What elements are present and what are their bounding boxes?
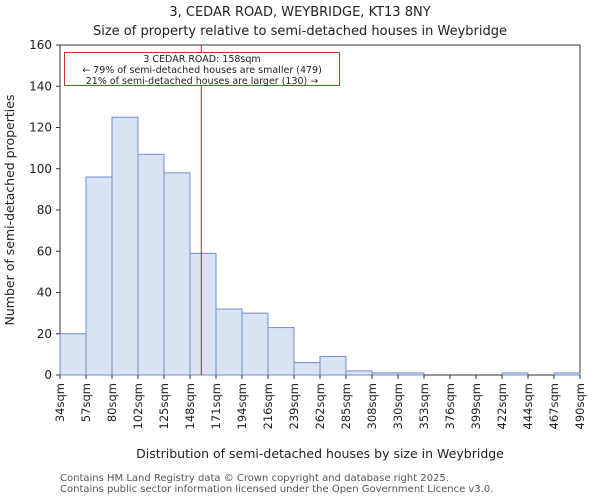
histogram-bar bbox=[293, 362, 321, 376]
y-tick-label: 40 bbox=[37, 286, 52, 300]
y-tick-label: 140 bbox=[29, 79, 52, 93]
x-tick-label: 148sqm bbox=[183, 383, 197, 429]
y-tick-label: 160 bbox=[29, 38, 52, 52]
histogram-bar bbox=[189, 252, 217, 376]
x-tick-label: 125sqm bbox=[157, 383, 171, 429]
y-tick-label: 20 bbox=[37, 327, 52, 341]
y-axis-label: Number of semi-detached properties bbox=[2, 95, 17, 326]
annotation-line-3: 21% of semi-detached houses are larger (… bbox=[85, 76, 319, 87]
histogram-bar bbox=[345, 370, 373, 376]
x-tick-label: 467sqm bbox=[547, 383, 561, 429]
x-tick-label: 194sqm bbox=[235, 383, 249, 429]
x-tick-label: 330sqm bbox=[391, 383, 405, 429]
x-tick-label: 239sqm bbox=[287, 383, 301, 429]
histogram-bar bbox=[267, 327, 295, 376]
histogram-bar bbox=[137, 153, 165, 376]
x-tick-label: 399sqm bbox=[469, 383, 483, 429]
y-tick-label: 100 bbox=[29, 162, 52, 176]
histogram-bar bbox=[241, 312, 269, 376]
x-tick-label: 422sqm bbox=[495, 383, 509, 429]
property-annotation: 3 CEDAR ROAD: 158sqm ← 79% of semi-detac… bbox=[64, 52, 340, 87]
x-axis-label: Distribution of semi-detached houses by … bbox=[136, 446, 504, 461]
histogram-bar bbox=[85, 176, 113, 376]
x-tick-label: 490sqm bbox=[573, 383, 587, 429]
y-tick-label: 80 bbox=[37, 203, 52, 217]
histogram-bar bbox=[111, 116, 139, 376]
histogram-bar bbox=[163, 172, 191, 376]
footer-copyright: Contains HM Land Registry data © Crown c… bbox=[60, 473, 449, 484]
y-tick-label: 120 bbox=[29, 121, 52, 135]
annotation-line-1: 3 CEDAR ROAD: 158sqm bbox=[143, 54, 261, 65]
histogram-bar bbox=[319, 355, 347, 376]
x-tick-label: 57sqm bbox=[79, 383, 93, 422]
chart-title: 3, CEDAR ROAD, WEYBRIDGE, KT13 8NY bbox=[169, 5, 431, 20]
annotation-line-2: ← 79% of semi-detached houses are smalle… bbox=[82, 65, 322, 76]
histogram-bar bbox=[371, 372, 399, 376]
x-tick-label: 102sqm bbox=[131, 383, 145, 429]
x-tick-label: 34sqm bbox=[53, 383, 67, 422]
x-tick-label: 444sqm bbox=[521, 383, 535, 429]
y-tick-label: 0 bbox=[44, 368, 52, 382]
x-tick-label: 216sqm bbox=[261, 383, 275, 429]
histogram-bar bbox=[501, 372, 529, 376]
histogram-bar bbox=[59, 333, 87, 376]
x-tick-label: 80sqm bbox=[105, 383, 119, 422]
histogram-bar bbox=[553, 372, 581, 376]
histogram-bar bbox=[397, 372, 425, 376]
x-tick-label: 262sqm bbox=[313, 383, 327, 429]
chart-subtitle: Size of property relative to semi-detach… bbox=[92, 24, 508, 39]
x-tick-label: 308sqm bbox=[365, 383, 379, 429]
x-tick-label: 353sqm bbox=[417, 383, 431, 429]
x-tick-label: 376sqm bbox=[443, 383, 457, 429]
histogram-bar bbox=[215, 308, 243, 376]
y-tick-label: 60 bbox=[37, 244, 52, 258]
x-tick-label: 171sqm bbox=[209, 383, 223, 429]
footer-licence: Contains public sector information licen… bbox=[60, 484, 494, 495]
x-tick-label: 285sqm bbox=[339, 383, 353, 429]
